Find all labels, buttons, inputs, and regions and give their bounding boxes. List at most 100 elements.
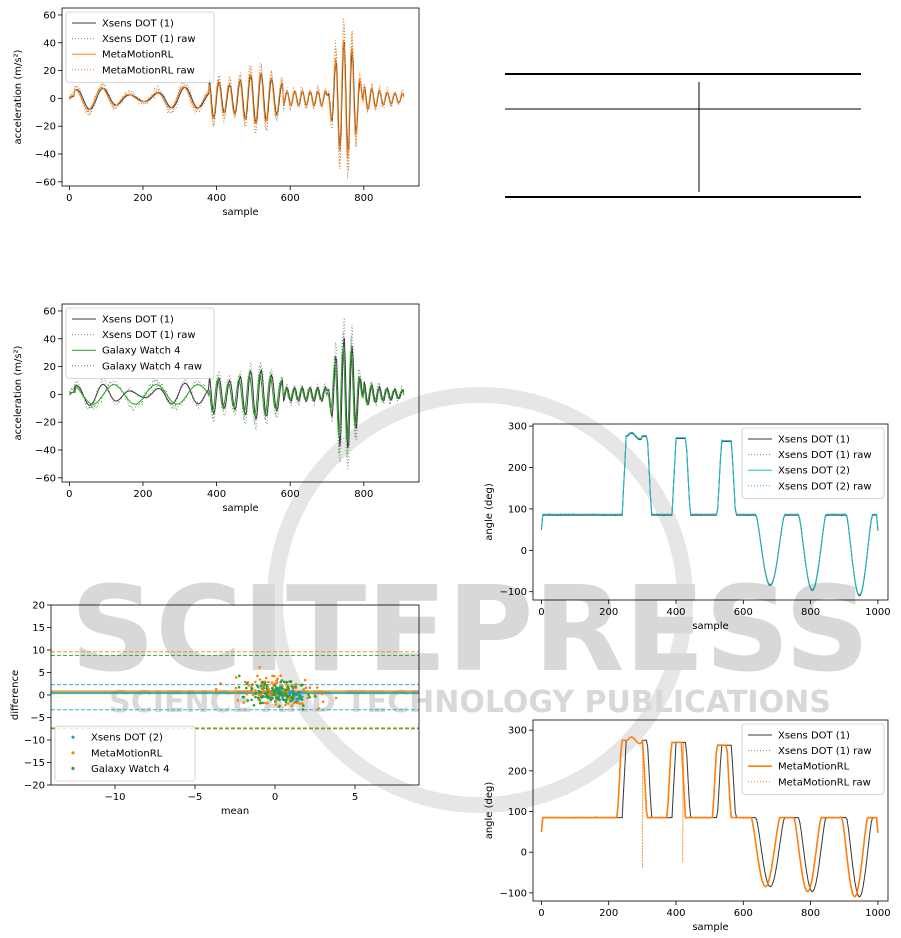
legend-label: Galaxy Watch 4 raw	[102, 361, 202, 372]
chart-bland: −10 −5 0 5 −20 −15 −10 −5 0 5 10 15 20 mean difference…	[10, 601, 420, 817]
scatter-point	[250, 698, 253, 702]
scatter-point	[271, 688, 275, 692]
x-tick-label: 800	[801, 908, 820, 919]
series-line-galaxy-watch-4	[69, 346, 405, 441]
scatter-point	[258, 678, 262, 681]
scatter-point	[289, 699, 293, 703]
y-tick-label: 0	[521, 848, 527, 859]
scatter-point	[313, 693, 316, 696]
y-tick-label: −100	[500, 888, 527, 899]
legend: Xsens DOT (2) MetaMotionRL Galaxy Watch 4	[54, 725, 196, 782]
legend-marker	[71, 735, 75, 739]
y-tick-label: 0	[521, 546, 527, 557]
scatter-point	[242, 701, 246, 704]
legend-box	[54, 725, 196, 782]
series-line-xsens-dot-1-raw	[68, 317, 405, 469]
scatter-point	[234, 676, 238, 679]
scatter-point	[237, 686, 241, 689]
scatter-point	[271, 697, 274, 700]
y-tick-label: −20	[24, 781, 45, 792]
scatter-point	[254, 692, 257, 695]
y-tick-label: 20	[43, 66, 56, 77]
x-tick-label: 600	[281, 193, 300, 204]
scatter-point	[280, 691, 284, 695]
legend-box	[65, 307, 215, 379]
scatter-point	[257, 696, 260, 700]
y-tick-label: −10	[24, 736, 45, 747]
scatter-point	[265, 687, 268, 690]
scatter-point	[247, 684, 250, 687]
watermark-main: SCITEPRESS	[70, 560, 869, 698]
scatter-point	[273, 690, 277, 694]
scatter-point	[308, 696, 312, 699]
axes-frame	[50, 604, 420, 786]
y-tick-label: 200	[508, 463, 527, 474]
scatter-point	[219, 682, 222, 685]
scatter-point	[272, 674, 276, 678]
scatter-point	[265, 684, 268, 687]
scatter-point	[261, 694, 265, 698]
scatter-point	[264, 676, 268, 680]
chart-angle2: 0 200 400 600 800 1000 −100 0 100 200 300 sample ang…	[484, 719, 891, 933]
scatter-point	[285, 680, 289, 684]
scatter-point	[263, 682, 267, 685]
axes-frame	[61, 303, 420, 483]
scatter-point	[276, 677, 279, 681]
scatter-point	[317, 707, 321, 710]
legend-label: MetaMotionRL raw	[102, 65, 195, 76]
scatter-point	[267, 680, 270, 684]
scatter-point	[245, 682, 249, 685]
scatter-point	[284, 691, 288, 695]
scatter-point	[274, 702, 278, 706]
scatter-point	[275, 696, 278, 699]
series-line-metamotionrl	[69, 39, 405, 159]
y-axis-label: acceleration (m/s²)	[13, 345, 24, 440]
y-tick-label: −15	[24, 758, 45, 769]
y-tick-label: 40	[43, 38, 56, 49]
scatter-point	[321, 700, 325, 703]
scatter-point	[254, 689, 257, 692]
axes-frame	[532, 423, 889, 601]
x-axis-label: sample	[222, 503, 258, 514]
y-tick-label: 0	[50, 390, 56, 401]
x-tick-label: 800	[801, 607, 820, 618]
scatter-point	[278, 690, 281, 693]
scatter-point	[241, 695, 244, 699]
y-tick-label: 60	[43, 306, 56, 317]
scatter-point	[291, 689, 295, 692]
scatter-point	[292, 701, 296, 705]
watermark-sub: SCIENCE AND TECHNOLOGY PUBLICATIONS	[109, 685, 831, 720]
scatter-point	[321, 692, 324, 696]
scatter-point	[270, 681, 274, 684]
y-tick-label: 100	[508, 504, 527, 515]
x-tick-label: 400	[666, 607, 685, 618]
scatter-point	[269, 698, 273, 702]
scatter-point	[292, 697, 295, 701]
x-tick-label: 5	[352, 792, 358, 803]
scatter-point	[260, 687, 263, 690]
scatter-point	[263, 701, 267, 705]
scatter-point	[291, 685, 294, 689]
x-axis-label: sample	[692, 621, 728, 632]
series-line-xsens-dot-1-raw	[69, 22, 405, 171]
y-tick-label: −5	[30, 713, 45, 724]
scatter-point	[262, 686, 266, 690]
scatter-point	[306, 696, 309, 700]
legend-marker	[71, 766, 75, 771]
legend-box	[741, 427, 885, 499]
scatter-point	[282, 680, 286, 684]
scatter-point	[288, 691, 292, 695]
legend: Xsens DOT (1) Xsens DOT (1) raw MetaMotion…	[65, 11, 215, 83]
scatter-point	[252, 693, 255, 697]
scatter-point	[259, 701, 262, 705]
legend: Xsens DOT (1) Xsens DOT (1) raw MetaMotion…	[741, 723, 885, 795]
y-axis-label: angle (deg)	[484, 782, 495, 840]
scatter-point	[244, 686, 248, 690]
legend-label: Xsens DOT (1) raw	[102, 34, 196, 45]
y-tick-label: 300	[508, 726, 527, 737]
x-tick-label: 800	[354, 193, 373, 204]
series-line-xsens-dot-1-	[69, 337, 405, 448]
scatter-point	[258, 699, 262, 702]
legend-label: MetaMotionRL	[102, 50, 174, 61]
scatter-point	[285, 688, 288, 691]
